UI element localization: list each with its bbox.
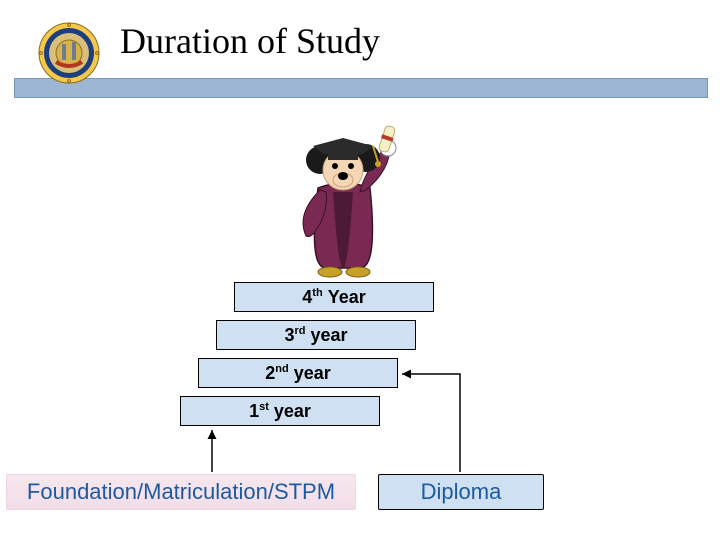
step-year-4: 4th Year bbox=[234, 282, 434, 312]
crest-logo bbox=[38, 22, 100, 84]
graduate-illustration bbox=[278, 118, 408, 278]
step-label: 4th Year bbox=[302, 287, 365, 308]
slide: Duration of Study bbox=[0, 0, 720, 540]
step-label: 3rd year bbox=[284, 325, 347, 346]
step-year-1: 1st year bbox=[180, 396, 380, 426]
entry-diploma: Diploma bbox=[378, 474, 544, 510]
title-rule bbox=[14, 78, 708, 98]
step-year-3: 3rd year bbox=[216, 320, 416, 350]
slide-title: Duration of Study bbox=[120, 20, 380, 62]
step-label: 2nd year bbox=[265, 363, 331, 384]
step-label: 1st year bbox=[249, 401, 311, 422]
entry-foundation: Foundation/Matriculation/STPM bbox=[6, 474, 356, 510]
step-year-2: 2nd year bbox=[198, 358, 398, 388]
